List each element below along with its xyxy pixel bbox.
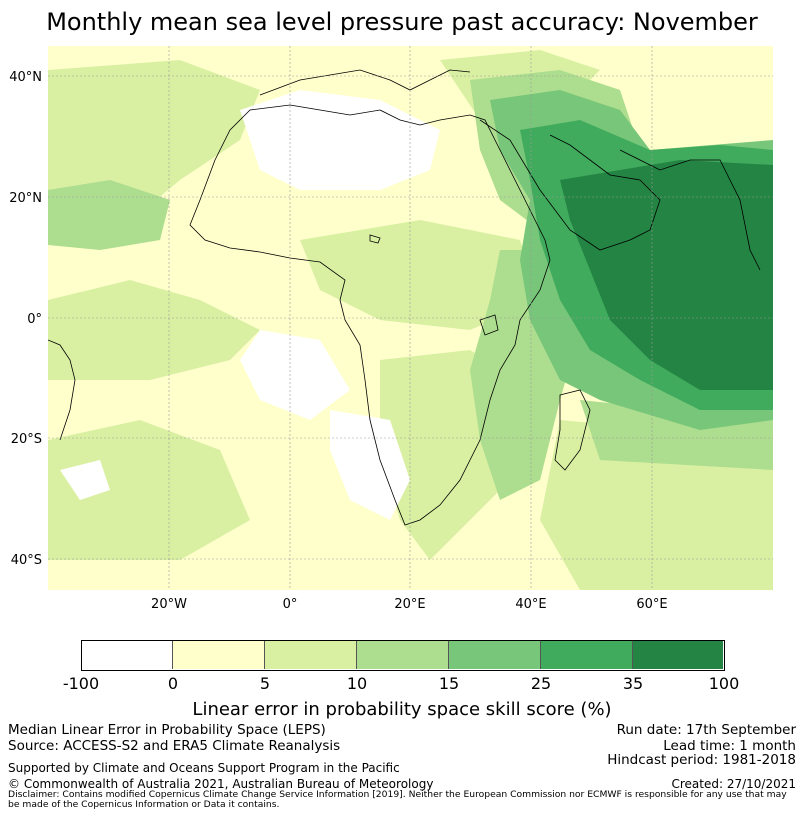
colorbar-tick: 5: [259, 674, 271, 693]
gridlines: [48, 46, 773, 590]
coastlines: [48, 69, 761, 526]
disclaimer: Disclaimer: Contains modified Copernicus…: [8, 789, 787, 810]
colorbar-tick: 0: [167, 674, 179, 693]
footer-support: Supported by Climate and Oceans Support …: [8, 761, 400, 775]
lon-label: 60°E: [636, 597, 667, 612]
colorbar-segment: [449, 640, 541, 669]
lat-label: 20°N: [9, 191, 42, 206]
colorbar-tick: -100: [62, 674, 100, 693]
footer-source: Source: ACCESS-S2 and ERA5 Climate Reana…: [8, 738, 341, 754]
lon-label: 40°E: [515, 597, 546, 612]
footer-created: Created: 27/10/2021: [671, 777, 796, 791]
colorbar-segment: [81, 640, 173, 669]
colorbar-segment: [173, 640, 265, 669]
lat-label: 0°: [27, 312, 42, 327]
map-title: Monthly mean sea level pressure past acc…: [46, 8, 758, 36]
colorbar-segment: [633, 640, 723, 669]
colorbar-tick: 35: [622, 674, 644, 693]
footer-run-date: Run date: 17th September: [616, 722, 796, 738]
lon-label: 20°W: [151, 597, 187, 612]
colorbar-tick: 100: [708, 674, 740, 693]
colorbar-tick: 25: [530, 674, 552, 693]
footer-leps: Median Linear Error in Probability Space…: [8, 722, 326, 738]
lat-label: 20°S: [11, 432, 42, 447]
colorbar-tick: 15: [438, 674, 460, 693]
colorbar-frame: [81, 640, 725, 671]
lat-label: 40°S: [11, 553, 42, 568]
colorbar-tick: 10: [346, 674, 368, 693]
footer-lead-time: Lead time: 1 month: [663, 738, 796, 754]
colorbar-segment: [357, 640, 449, 669]
skill-map: 40°N 20°N 0° 20°S 40°S 20°W 0° 20°E 40°E…: [9, 46, 773, 612]
lat-label: 40°N: [9, 70, 42, 85]
colorbar-segment: [265, 640, 357, 669]
footer-copyright: © Commonwealth of Australia 2021, Austra…: [8, 777, 434, 791]
footer-hindcast: Hindcast period: 1981-2018: [607, 752, 796, 768]
colorbar-segment: [541, 640, 633, 669]
lon-label: 20°E: [394, 597, 425, 612]
lon-label: 0°: [283, 597, 298, 612]
colorbar: [81, 640, 724, 670]
colorbar-label: Linear error in probability space skill …: [192, 699, 612, 720]
